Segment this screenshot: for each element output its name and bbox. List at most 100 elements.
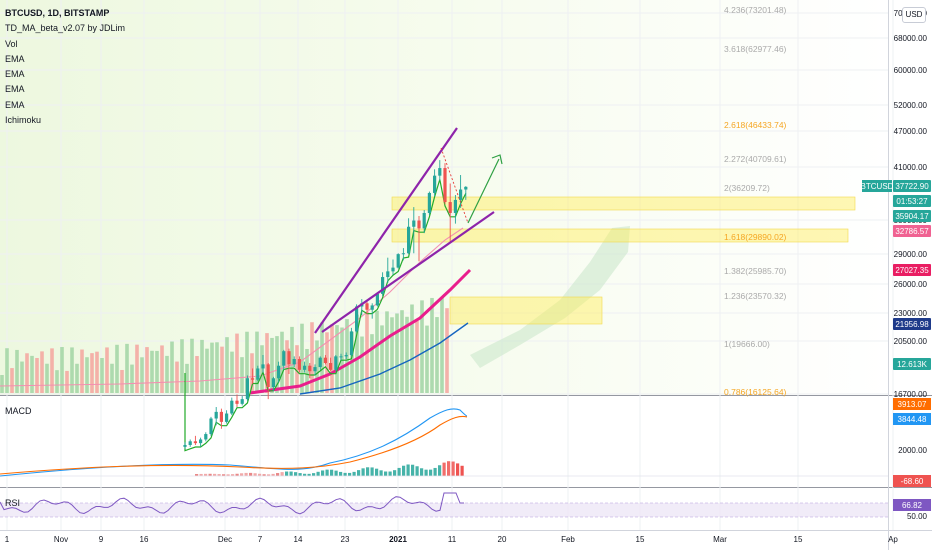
highlight-zone[interactable] <box>391 228 849 243</box>
candle-body[interactable] <box>401 253 405 255</box>
candle-body[interactable] <box>188 441 192 445</box>
candle-body[interactable] <box>370 305 374 310</box>
candle-body[interactable] <box>225 413 229 422</box>
candle-body[interactable] <box>292 358 296 365</box>
price-tag-value: 35904.17 <box>895 212 929 221</box>
candle-body[interactable] <box>277 365 281 379</box>
rsi-line[interactable] <box>0 492 464 515</box>
candle-body[interactable] <box>375 293 379 306</box>
macd-value-tag[interactable]: 3913.07 <box>893 398 931 410</box>
candle-body[interactable] <box>334 356 338 370</box>
indicator-vol[interactable]: Vol <box>5 38 18 49</box>
price-tag[interactable]: 32786.57 <box>893 225 931 237</box>
highlight-zone[interactable] <box>391 196 856 211</box>
candle-body[interactable] <box>266 364 270 388</box>
candle-body[interactable] <box>313 367 317 372</box>
macd-histogram-bar <box>280 472 284 476</box>
candle-body[interactable] <box>308 365 312 372</box>
candle-body[interactable] <box>417 220 421 229</box>
price-tag-value: 12.613K <box>897 360 927 369</box>
candle-body[interactable] <box>204 434 208 440</box>
price-tag[interactable]: 21956.98 <box>893 318 931 330</box>
volume-bar <box>95 351 99 393</box>
candle-body[interactable] <box>453 199 457 213</box>
macd-histogram-bar <box>370 467 374 476</box>
macd-value-tag[interactable]: -68.60 <box>893 475 931 487</box>
symbol-price-tag[interactable]: BTCUSD <box>861 180 894 192</box>
candle-body[interactable] <box>391 267 395 272</box>
candle-body[interactable] <box>318 357 322 368</box>
macd-histogram-bar <box>316 471 320 476</box>
candle-body[interactable] <box>365 303 369 310</box>
candle-body[interactable] <box>355 306 359 332</box>
candle-body[interactable] <box>344 355 348 357</box>
candle-body[interactable] <box>381 277 385 294</box>
symbol-title[interactable]: BTCUSD, 1D, BITSTAMP <box>5 8 110 18</box>
candle-body[interactable] <box>240 399 244 404</box>
candle-body[interactable] <box>209 418 213 435</box>
candle-body[interactable] <box>433 175 437 193</box>
candle-body[interactable] <box>448 202 452 213</box>
trendline-lower[interactable] <box>321 211 495 333</box>
rsi-value-tag[interactable]: 66.82 <box>893 499 931 511</box>
candle-body[interactable] <box>438 168 442 176</box>
candle-body[interactable] <box>199 439 203 444</box>
price-tag[interactable]: 37722.90 <box>893 180 931 192</box>
ema-line-blue[interactable] <box>299 322 469 395</box>
arrow-head-icon <box>491 154 503 165</box>
candle-body[interactable] <box>230 400 234 414</box>
candle-body[interactable] <box>464 186 468 190</box>
candle-body[interactable] <box>245 378 249 400</box>
candle-body[interactable] <box>349 331 353 356</box>
price-tag[interactable]: 35904.17 <box>893 210 931 222</box>
trendline-upper[interactable] <box>314 127 458 334</box>
indicator-ema-4[interactable]: EMA <box>5 99 25 110</box>
candle-body[interactable] <box>303 365 307 370</box>
candle-body[interactable] <box>339 356 343 358</box>
candle-body[interactable] <box>407 226 411 254</box>
candle-body[interactable] <box>427 192 431 213</box>
candle-body[interactable] <box>219 411 223 422</box>
macd-signal-line[interactable] <box>0 415 468 475</box>
projection-arrow[interactable] <box>467 158 500 224</box>
candle-body[interactable] <box>287 351 291 365</box>
volume-bar <box>70 347 74 393</box>
candle-body[interactable] <box>297 358 301 370</box>
candle-body[interactable] <box>386 271 390 278</box>
projection-path[interactable] <box>440 147 469 224</box>
candle-body[interactable] <box>183 444 187 447</box>
currency-button[interactable]: USD <box>902 7 926 23</box>
candle-body[interactable] <box>256 368 260 380</box>
volume-bar <box>370 334 374 393</box>
td-ma-line[interactable] <box>184 179 467 452</box>
candle-body[interactable] <box>422 212 426 229</box>
price-tag[interactable]: 12.613K <box>893 358 931 370</box>
highlight-zone[interactable] <box>449 296 603 325</box>
volume-bar <box>305 348 309 393</box>
candle-body[interactable] <box>261 364 265 369</box>
indicator-ema-2[interactable]: EMA <box>5 69 25 80</box>
candle-body[interactable] <box>396 254 400 268</box>
ema-line-magenta[interactable] <box>249 268 472 395</box>
indicator-td-ma[interactable]: TD_MA_beta_v2.07 by JDLim <box>5 23 126 34</box>
candle-body[interactable] <box>329 363 333 370</box>
candle-body[interactable] <box>282 351 286 366</box>
candle-body[interactable] <box>251 378 255 380</box>
candle-body[interactable] <box>235 400 239 404</box>
candle-body[interactable] <box>271 378 275 388</box>
price-tag[interactable]: 01:53:27 <box>893 195 931 207</box>
candle-body[interactable] <box>323 357 327 364</box>
ema-line-pink[interactable] <box>0 227 464 387</box>
candle-body[interactable] <box>214 411 218 419</box>
macd-tag-value: 3913.07 <box>898 400 927 409</box>
indicator-ema-3[interactable]: EMA <box>5 84 25 95</box>
indicator-ema-1[interactable]: EMA <box>5 53 25 64</box>
candle-body[interactable] <box>412 220 416 227</box>
candle-body[interactable] <box>459 189 463 200</box>
price-tag[interactable]: 27027.35 <box>893 264 931 276</box>
macd-value-tag[interactable]: 3844.48 <box>893 413 931 425</box>
indicator-ichimoku[interactable]: Ichimoku <box>5 115 42 126</box>
candle-body[interactable] <box>443 168 447 203</box>
candle-body[interactable] <box>193 441 197 444</box>
